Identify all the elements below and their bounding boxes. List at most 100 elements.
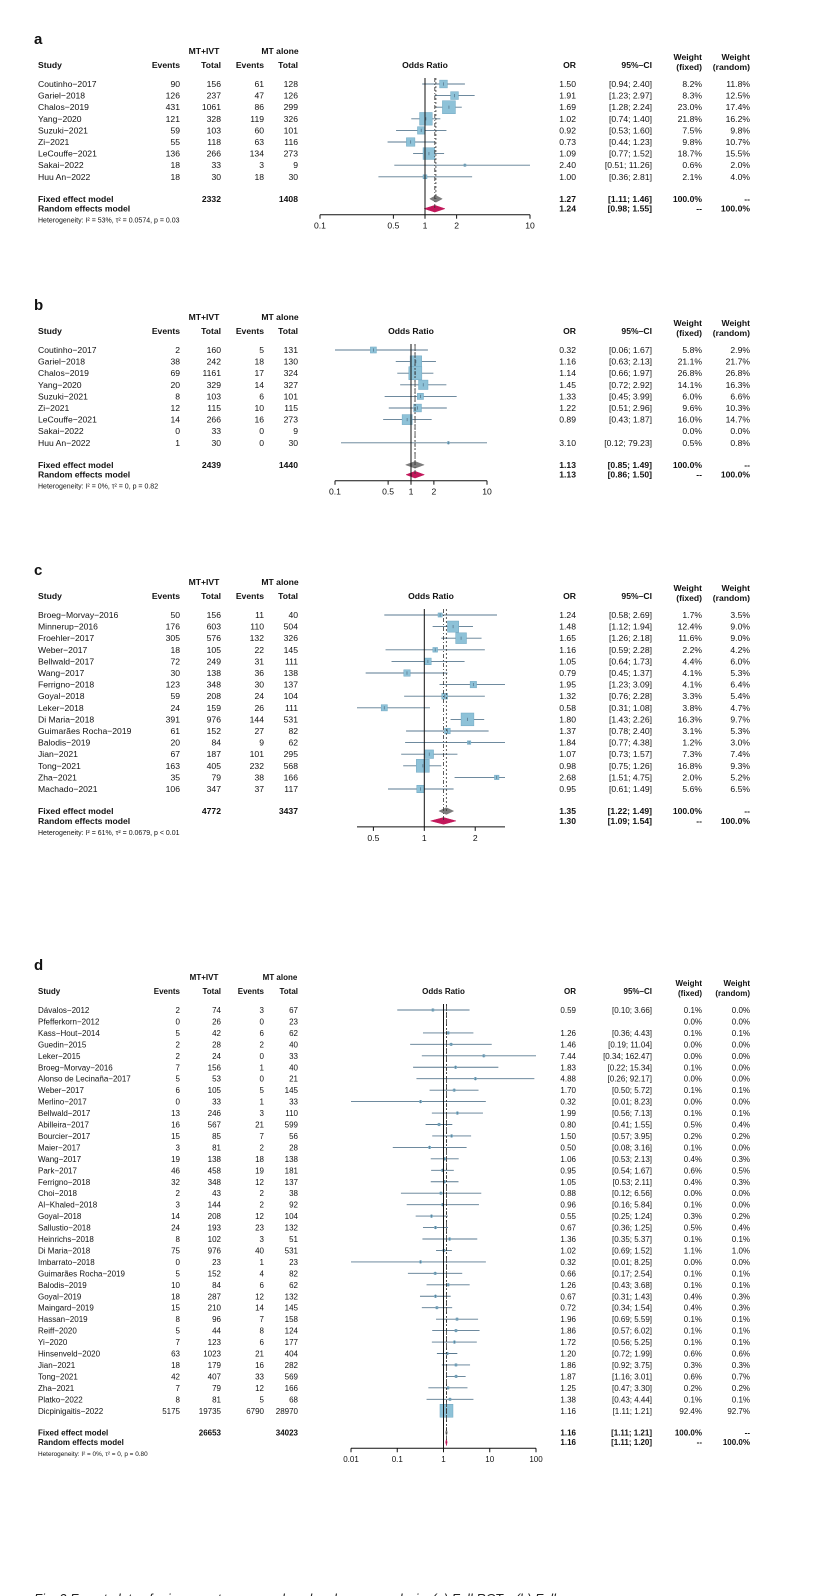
study-name: Zi−2021 bbox=[38, 403, 70, 413]
total1-header: Total bbox=[201, 591, 221, 601]
fixed-diamond bbox=[438, 807, 455, 815]
weight-fixed: 3.3% bbox=[682, 691, 702, 701]
total2: 30 bbox=[288, 438, 298, 448]
weight-fixed: 0.0% bbox=[684, 1098, 702, 1107]
or-value: 1.25 bbox=[560, 1384, 576, 1393]
weight-random: 0.0% bbox=[730, 426, 750, 436]
weight-random: 9.7% bbox=[730, 714, 750, 724]
weight-random: 6.5% bbox=[730, 784, 750, 794]
events2: 10 bbox=[254, 403, 264, 413]
total2: 23 bbox=[289, 1017, 298, 1026]
x-tick-label: 0.1 bbox=[329, 487, 341, 497]
heterogeneity-text: Heterogeneity: I² = 0%, τ² = 0, p = 0.80 bbox=[38, 1451, 148, 1458]
events1: 72 bbox=[170, 656, 180, 666]
weight-fixed: 0.0% bbox=[684, 1040, 702, 1049]
ci-value: [0.64; 1.73] bbox=[609, 656, 652, 666]
weight-random: 5.4% bbox=[730, 691, 750, 701]
events2: 18 bbox=[255, 1155, 264, 1164]
events2: 3 bbox=[260, 1006, 265, 1015]
group1-header: MT+IVT bbox=[189, 312, 221, 322]
total2: 68 bbox=[289, 1395, 298, 1404]
events1: 14 bbox=[171, 1212, 180, 1221]
weight-fixed: 0.0% bbox=[684, 1258, 702, 1267]
study-name: Machado−2021 bbox=[38, 784, 98, 794]
fixed-weight-fixed: 100.0% bbox=[673, 806, 703, 816]
total2: 137 bbox=[284, 680, 299, 690]
panel-label: b bbox=[34, 297, 43, 314]
study-name: Suzuki−2021 bbox=[38, 391, 88, 401]
weight-random: 0.3% bbox=[732, 1304, 750, 1313]
events2: 2 bbox=[260, 1189, 265, 1198]
events2: 6 bbox=[259, 391, 264, 401]
weight-fixed: 23.0% bbox=[678, 102, 703, 112]
weight-random-sub: (random) bbox=[713, 328, 750, 338]
events1: 5 bbox=[176, 1327, 181, 1336]
total2: 158 bbox=[285, 1315, 299, 1324]
total2: 138 bbox=[284, 668, 299, 678]
x-tick-label: 0.1 bbox=[392, 1455, 404, 1464]
events2: 22 bbox=[254, 645, 264, 655]
random-weight-fixed: -- bbox=[696, 204, 702, 214]
weight-random: 2.9% bbox=[730, 345, 750, 355]
ci-value: [0.34; 1.54] bbox=[612, 1304, 652, 1313]
events1: 2 bbox=[176, 1006, 181, 1015]
or-value: 1.05 bbox=[559, 656, 576, 666]
or-value: 1.20 bbox=[560, 1350, 576, 1359]
weight-random: 0.0% bbox=[732, 1201, 750, 1210]
total1: 33 bbox=[211, 160, 221, 170]
or-value: 1.91 bbox=[559, 91, 576, 101]
study-header: Study bbox=[38, 987, 61, 996]
total2: 166 bbox=[284, 772, 299, 782]
weight-random: 0.2% bbox=[732, 1384, 750, 1393]
weight-fixed: 0.4% bbox=[684, 1155, 702, 1164]
events1: 8 bbox=[176, 1395, 181, 1404]
fixed-model-label: Fixed effect model bbox=[38, 806, 113, 816]
weight-fixed: 12.4% bbox=[678, 622, 703, 632]
fixed-weight-fixed: 100.0% bbox=[675, 1429, 702, 1438]
x-tick-label: 0.5 bbox=[382, 487, 394, 497]
events2: 1 bbox=[260, 1258, 265, 1267]
ci-value: [1.28; 2.24] bbox=[609, 102, 652, 112]
study-name: Leker−2018 bbox=[38, 703, 84, 713]
ci-value: [1.16; 3.01] bbox=[612, 1372, 652, 1381]
total2: 326 bbox=[284, 114, 299, 124]
weight-random: 10.3% bbox=[726, 403, 751, 413]
total2-header: Total bbox=[279, 987, 298, 996]
or-value: 0.55 bbox=[560, 1212, 576, 1221]
total2: 23 bbox=[289, 1258, 298, 1267]
group1-header: MT+IVT bbox=[189, 46, 221, 56]
total2: 115 bbox=[284, 403, 298, 413]
events1: 5 bbox=[176, 1075, 181, 1084]
weight-fixed-header: Weight bbox=[674, 52, 703, 62]
total1: 84 bbox=[211, 738, 221, 748]
total1: 79 bbox=[212, 1384, 221, 1393]
weight-random: 0.4% bbox=[732, 1121, 750, 1130]
study-name: Yang−2020 bbox=[38, 114, 82, 124]
study-name: Sakai−2022 bbox=[38, 160, 84, 170]
study-name: Maingard−2019 bbox=[38, 1304, 94, 1313]
random-ci: [0.98; 1.55] bbox=[608, 204, 653, 214]
total1: 123 bbox=[208, 1338, 222, 1347]
events2: 37 bbox=[254, 784, 264, 794]
total2: 569 bbox=[285, 1372, 299, 1381]
weight-fixed: 4.1% bbox=[682, 668, 702, 678]
total2: 126 bbox=[284, 91, 299, 101]
study-name: Bellwald−2017 bbox=[38, 656, 94, 666]
events1: 0 bbox=[176, 1017, 181, 1026]
events1: 5 bbox=[176, 1269, 181, 1278]
ci-value: [0.78; 2.40] bbox=[609, 726, 652, 736]
x-tick-label: 0.01 bbox=[343, 1455, 359, 1464]
total1: 208 bbox=[208, 1212, 222, 1221]
total1: 348 bbox=[208, 1178, 222, 1187]
or-value: 0.67 bbox=[560, 1292, 576, 1301]
events1: 61 bbox=[170, 726, 180, 736]
weight-random: 0.0% bbox=[732, 1098, 750, 1107]
panel-label: d bbox=[34, 957, 43, 974]
ci-header: 95%–CI bbox=[621, 591, 652, 601]
study-name: Leker−2015 bbox=[38, 1052, 81, 1061]
total2: 273 bbox=[284, 149, 299, 159]
or-value: 4.88 bbox=[560, 1075, 576, 1084]
fixed-or: 1.13 bbox=[559, 460, 576, 470]
ci-value: [0.36; 1.25] bbox=[612, 1224, 652, 1233]
events1: 176 bbox=[166, 622, 181, 632]
